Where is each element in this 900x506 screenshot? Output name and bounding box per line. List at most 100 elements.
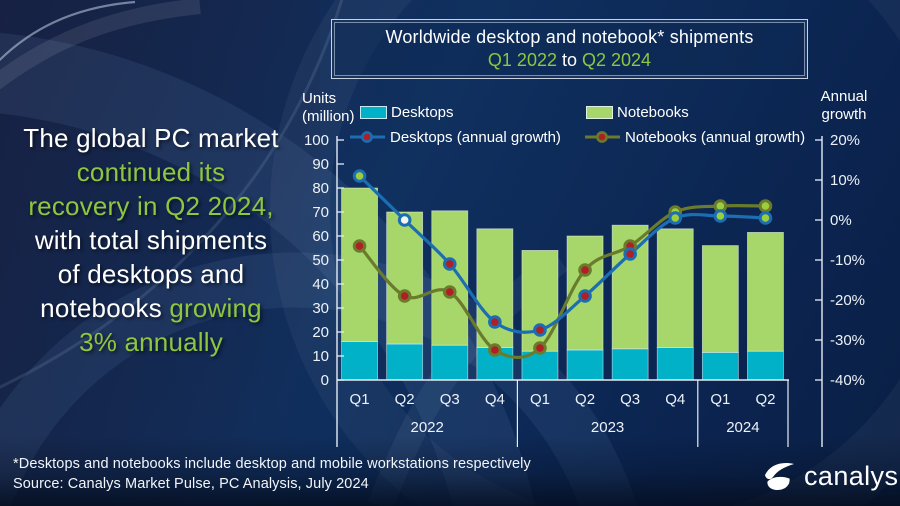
growth-marker xyxy=(533,341,547,355)
growth-marker xyxy=(623,247,637,261)
right-axis-title-line2: growth xyxy=(821,106,867,123)
growth-marker xyxy=(488,315,502,329)
headline-segment: 3% annually xyxy=(79,327,223,357)
growth-marker xyxy=(578,289,592,303)
legend-notebooks-bar: Notebooks xyxy=(586,103,689,121)
subtitle-part: Q2 2024 xyxy=(582,50,652,70)
year-label: 2023 xyxy=(591,419,624,436)
desktops-growth-line xyxy=(357,174,768,334)
desktops-bar xyxy=(566,349,604,381)
legend-notebooks-bar-label: Notebooks xyxy=(617,103,689,121)
chart-subtitle-range: Q1 2022 to Q2 2024 xyxy=(332,50,807,71)
right-axis-tick-label: 0% xyxy=(830,212,852,229)
left-axis-title-line1: Units xyxy=(302,90,337,107)
right-axis-tick-label: 20% xyxy=(830,132,860,149)
headline-segment: of desktops and xyxy=(57,259,245,289)
headline-segment: continued its xyxy=(76,157,226,187)
notebooks-growth-line-icon xyxy=(585,131,620,143)
left-axis-tick-label: 50 xyxy=(312,252,329,269)
growth-marker xyxy=(442,285,457,299)
growth-marker xyxy=(352,239,367,253)
headline-line: 3% annually xyxy=(2,325,300,359)
growth-marker xyxy=(442,257,457,271)
left-axis-tick-label: 20 xyxy=(312,324,329,341)
desktops-bar xyxy=(747,350,784,381)
quarter-label: Q1 xyxy=(530,391,550,408)
desktops-growth-line-icon xyxy=(350,131,385,143)
notebooks-bar xyxy=(386,211,424,345)
left-axis-tick-label: 60 xyxy=(312,228,329,245)
growth-marker xyxy=(713,209,728,223)
legend-notebooks-growth-label: Notebooks (annual growth) xyxy=(625,128,806,146)
footnote-source: Source: Canalys Market Pulse, PC Analysi… xyxy=(13,476,369,492)
left-axis-tick-label: 70 xyxy=(312,204,329,221)
desktops-bar xyxy=(656,347,694,381)
desktops-swatch-icon xyxy=(360,105,387,119)
desktops-bar xyxy=(431,344,469,381)
background-bottom-shade xyxy=(0,436,900,506)
legend-desktops-growth-label: Desktops (annual growth) xyxy=(390,128,561,146)
headline-segment: recovery in Q2 2024, xyxy=(28,191,274,221)
chart-title: Worldwide desktop and notebook* shipment… xyxy=(385,27,754,47)
growth-marker xyxy=(668,211,683,225)
notebooks-bar xyxy=(747,231,784,352)
quarter-label: Q4 xyxy=(485,391,505,408)
growth-marker xyxy=(758,211,773,225)
headline-line: of desktops and xyxy=(2,257,300,291)
year-label: 2024 xyxy=(726,419,759,436)
right-axis-tick-label: -20% xyxy=(830,292,865,309)
right-axis-tick-label: -30% xyxy=(830,332,865,349)
quarter-label: Q1 xyxy=(710,391,730,408)
quarter-label: Q2 xyxy=(575,391,595,408)
quarter-label: Q3 xyxy=(620,391,640,408)
headline-segment: The global PC market xyxy=(23,123,279,153)
legend-desktops-bar-label: Desktops xyxy=(391,103,454,121)
left-axis-tick-label: 10 xyxy=(312,348,329,365)
growth-marker xyxy=(352,169,367,183)
quarter-label: Q2 xyxy=(395,391,415,408)
canalys-logo-text: canalys xyxy=(804,460,899,491)
notebooks-bar xyxy=(656,228,694,349)
left-axis-title-line2: (million) xyxy=(302,108,355,125)
quarter-label: Q1 xyxy=(350,391,370,408)
left-axis-tick-label: 0 xyxy=(321,372,329,389)
growth-markers xyxy=(352,169,773,337)
headline-line: notebooks growing xyxy=(2,291,300,325)
legend-desktops-growth: Desktops (annual growth) xyxy=(349,128,561,146)
headline-text: The global PC market continued its recover… xyxy=(2,121,300,359)
right-axis-tick-label: -10% xyxy=(830,252,865,269)
notebooks-bar xyxy=(701,245,739,353)
year-label: 2022 xyxy=(411,419,444,436)
growth-marker xyxy=(397,289,412,303)
chart-title-box: Worldwide desktop and notebook* shipment… xyxy=(331,19,808,79)
notebooks-bar xyxy=(341,187,378,343)
desktops-bar xyxy=(386,343,424,381)
headline-line: recovery in Q2 2024, xyxy=(2,189,300,223)
growth-marker xyxy=(578,263,592,277)
legend-desktops-bar: Desktops xyxy=(360,103,454,121)
quarter-label: Q3 xyxy=(440,391,460,408)
right-axis-title-line1: Annual xyxy=(820,88,868,105)
headline-segment: notebooks xyxy=(40,293,170,323)
growth-marker xyxy=(533,323,547,337)
subtitle-part: Q1 2022 xyxy=(487,50,557,70)
notebooks-swatch-icon xyxy=(586,105,613,119)
headline-segment: with total shipments xyxy=(34,225,268,255)
quarter-label: Q4 xyxy=(665,391,685,408)
left-axis-tick-label: 80 xyxy=(312,180,329,197)
headline-line: continued its xyxy=(2,155,300,189)
desktops-bar xyxy=(611,348,649,381)
headline-segment: growing xyxy=(169,293,262,323)
left-axis-tick-label: 100 xyxy=(304,132,329,149)
background-left-shade xyxy=(0,0,320,506)
right-axis-title: Annual growth xyxy=(800,88,888,124)
left-axis-tick-label: 40 xyxy=(312,276,329,293)
growth-marker xyxy=(758,199,773,213)
left-axis-title: Units (million) xyxy=(302,90,355,126)
left-axis-tick-label: 30 xyxy=(312,300,329,317)
axes-group: 0 10 20 30 40 50 60 70 80 90 100 -40% -30% -20% -10% 0%… xyxy=(304,132,865,447)
right-axis-tick-label: 10% xyxy=(830,172,860,189)
desktops-bar xyxy=(701,351,739,381)
